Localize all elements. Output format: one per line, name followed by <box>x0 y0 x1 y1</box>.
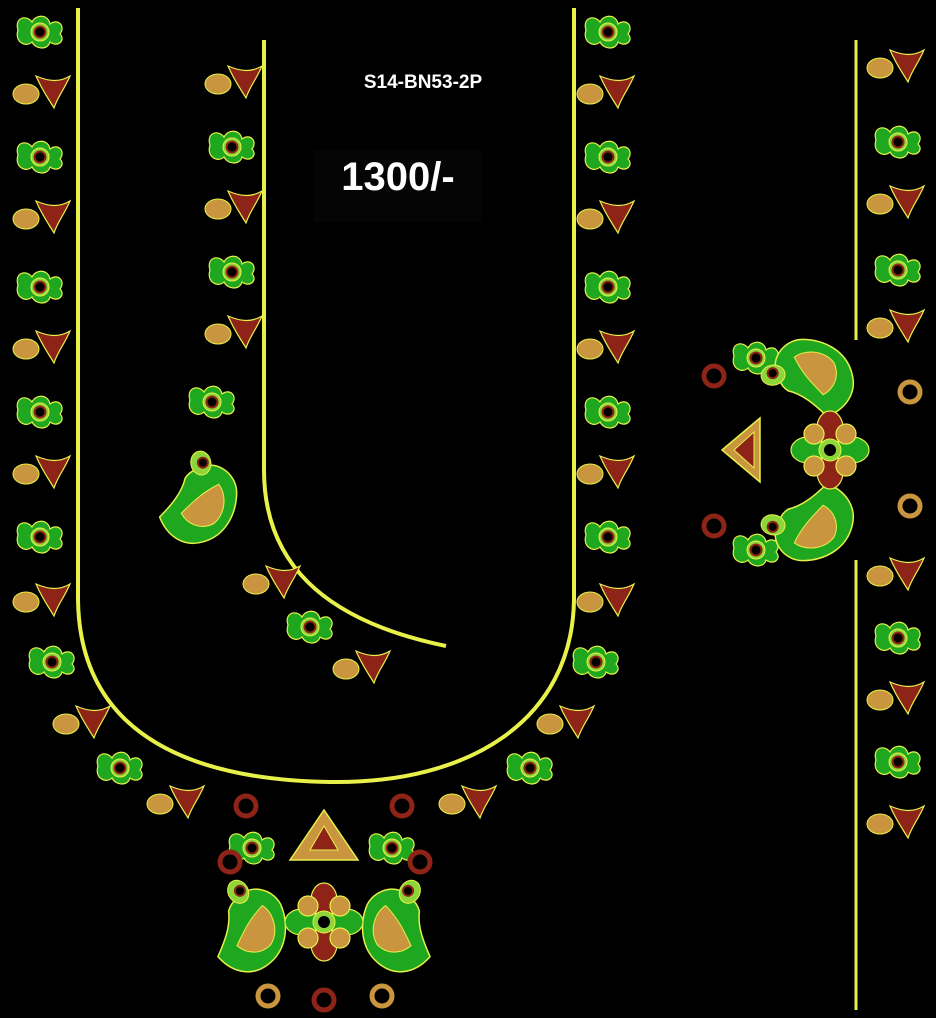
right-border-motifs <box>439 16 634 818</box>
outer-neckline-outline <box>78 8 574 782</box>
side-medallion <box>704 332 869 569</box>
inner-neckline-outline <box>264 40 446 646</box>
right-panel-motifs <box>867 50 924 838</box>
design-code: S14-BN53-2P <box>318 72 528 94</box>
design-price: 1300/- <box>314 155 482 200</box>
bottom-pendant <box>189 796 459 1010</box>
